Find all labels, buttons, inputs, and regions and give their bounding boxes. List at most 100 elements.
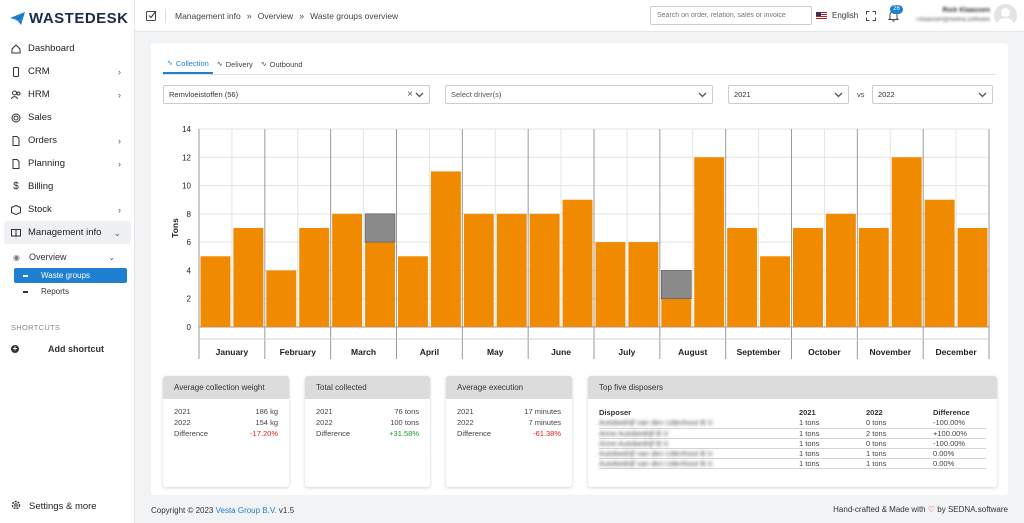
bar-year-b — [957, 228, 988, 327]
bar-year-a — [266, 270, 297, 327]
column-header: 2022 — [866, 407, 883, 417]
stat-row-label: 2022 — [174, 418, 191, 427]
stat-row-value: 186 kg — [255, 407, 278, 416]
table-row: Anne Autobedrijf B.V. 1 tons 0 tons -100.00… — [599, 438, 986, 449]
column-header: 2021 — [799, 407, 816, 417]
fullscreen-icon[interactable] — [866, 11, 876, 21]
bar-year-a — [661, 298, 692, 327]
sidebar-item-orders[interactable]: Orders › — [0, 129, 135, 152]
copyright-text: Copyright © 2023 — [151, 506, 214, 515]
bar-year-a — [924, 199, 955, 327]
sidebar-item-label: Billing — [28, 181, 54, 192]
search-input[interactable] — [650, 6, 812, 25]
logo-text: WASTEDESK — [29, 9, 129, 27]
edit-checkbox-icon[interactable] — [146, 10, 157, 21]
chevron-right-icon: › — [118, 159, 121, 169]
disposer-name: Autobedrijf van den Udenhout B.V. — [599, 418, 799, 429]
stat-card-title: Top five disposers — [588, 376, 997, 399]
tab-outbound[interactable]: ∿ Outbound — [257, 54, 307, 74]
submenu-waste-groups[interactable]: Waste groups — [14, 268, 127, 283]
tab-label: Collection — [175, 58, 209, 68]
breadcrumb-item[interactable]: Management info — [175, 11, 241, 21]
breadcrumb-item[interactable]: Overview — [257, 11, 294, 21]
chevron-down-icon — [978, 92, 987, 98]
bar-year-a — [595, 242, 626, 327]
x-category-label: December — [936, 347, 978, 357]
bar-year-b — [825, 213, 856, 327]
bar-year-b — [760, 256, 790, 327]
tab-collection[interactable]: ∿ Collection — [163, 54, 213, 74]
stat-row-value: 100 tons — [390, 418, 419, 427]
bar-year-b — [233, 228, 264, 327]
logo[interactable]: WASTEDESK — [10, 8, 129, 28]
stat-row-value: 76 tons — [394, 407, 419, 416]
breadcrumb-separator-icon: » — [246, 11, 252, 21]
disposer-name: Anne Autobedrijf B.V. — [599, 438, 799, 449]
disposer-2021: 1 tons — [799, 428, 866, 439]
bar-year-a — [529, 213, 560, 327]
stat-row-value: 154 kg — [255, 418, 278, 427]
sidebar-item-sales[interactable]: Sales — [0, 106, 135, 129]
file-icon — [11, 158, 21, 169]
disposer-2022: 0 tons — [866, 418, 933, 429]
bar-year-a — [398, 256, 428, 327]
stat-row-label: Difference — [174, 429, 209, 438]
year-a-select[interactable]: 2021 — [728, 85, 849, 104]
bar-year-a — [793, 228, 823, 327]
year-a-value: 2021 — [734, 90, 751, 99]
driver-select[interactable]: Select driver(s) — [445, 85, 713, 104]
submenu-reports[interactable]: Reports — [14, 284, 127, 299]
bar-overlay — [364, 213, 396, 243]
paper-plane-icon — [10, 11, 25, 25]
avatar[interactable] — [994, 4, 1017, 27]
sidebar-item-hrm[interactable]: HRM › — [0, 83, 135, 106]
dash-icon — [23, 290, 28, 293]
settings-button[interactable]: Settings & more — [11, 500, 97, 513]
disposer-2021: 1 tons — [799, 438, 866, 449]
made-with-text: Hand-crafted & Made with — [833, 505, 926, 514]
waste-group-select[interactable]: Remvloeistoffen (56) × — [163, 85, 430, 104]
submenu-waste-groups-label: Waste groups — [41, 271, 91, 280]
add-shortcut-button[interactable]: + Add shortcut — [11, 344, 104, 354]
sidebar-item-label: HRM — [28, 89, 50, 100]
sidebar-item-billing[interactable]: $ Billing — [0, 175, 135, 198]
stat-row-label: 2021 — [174, 407, 191, 416]
bar-year-a — [332, 213, 363, 327]
stat-card-title: Average execution — [446, 376, 572, 399]
target-icon — [11, 113, 21, 123]
x-category-label: March — [351, 347, 376, 357]
sidebar-item-management-info[interactable]: Management info ⌄ — [4, 221, 131, 244]
sidebar-item-planning[interactable]: Planning › — [0, 152, 135, 175]
x-category-label: July — [618, 347, 635, 357]
stat-card-total-collected: Total collected 2021 76 tons 2022 100 tons… — [305, 376, 430, 487]
topbar: Management info » Overview » Waste group… — [135, 0, 1024, 32]
disposer-difference: +100.00% — [933, 428, 986, 439]
stat-row-label: 2022 — [457, 418, 474, 427]
sidebar-item-stock[interactable]: Stock › — [0, 198, 135, 221]
breadcrumb-separator-icon: » — [299, 11, 305, 21]
waste-group-value: Remvloeistoffen (56) — [169, 90, 239, 99]
stat-row: 2022 154 kg — [174, 418, 278, 429]
chevron-right-icon: › — [118, 136, 121, 146]
chevron-down-icon: ⌄ — [108, 252, 115, 262]
stat-row: 2022 7 minutes — [457, 418, 561, 429]
management-submenu: ◉ Overview ⌄ Waste groups Reports — [0, 247, 135, 299]
sidebar-item-crm[interactable]: CRM › — [0, 60, 135, 83]
y-tick-label: 10 — [182, 182, 191, 191]
submenu-overview[interactable]: ◉ Overview ⌄ — [0, 247, 135, 267]
bar-year-a — [463, 213, 494, 327]
table-row: Autobedrijf van den Udenhout B.V. 1 tons 0… — [599, 418, 986, 429]
sidebar-item-dashboard[interactable]: Dashboard — [0, 37, 135, 60]
sidebar-item-label: Stock — [28, 204, 52, 215]
heart-icon: ♡ — [927, 505, 936, 514]
sidebar-item-label: Sales — [28, 112, 52, 123]
year-b-select[interactable]: 2022 — [872, 85, 993, 104]
footer-credits: Hand-crafted & Made with ♡ by SEDNA.soft… — [833, 505, 1008, 514]
tab-delivery[interactable]: ∿ Delivery — [213, 54, 257, 74]
clear-icon[interactable]: × — [407, 89, 413, 100]
eye-icon: ◉ — [13, 252, 20, 262]
language-selector[interactable]: English — [816, 11, 858, 20]
y-axis-label: Tons — [170, 218, 180, 238]
sedna-link[interactable]: SEDNA.software — [947, 505, 1008, 514]
company-link[interactable]: Vesta Group B.V. — [215, 506, 277, 515]
